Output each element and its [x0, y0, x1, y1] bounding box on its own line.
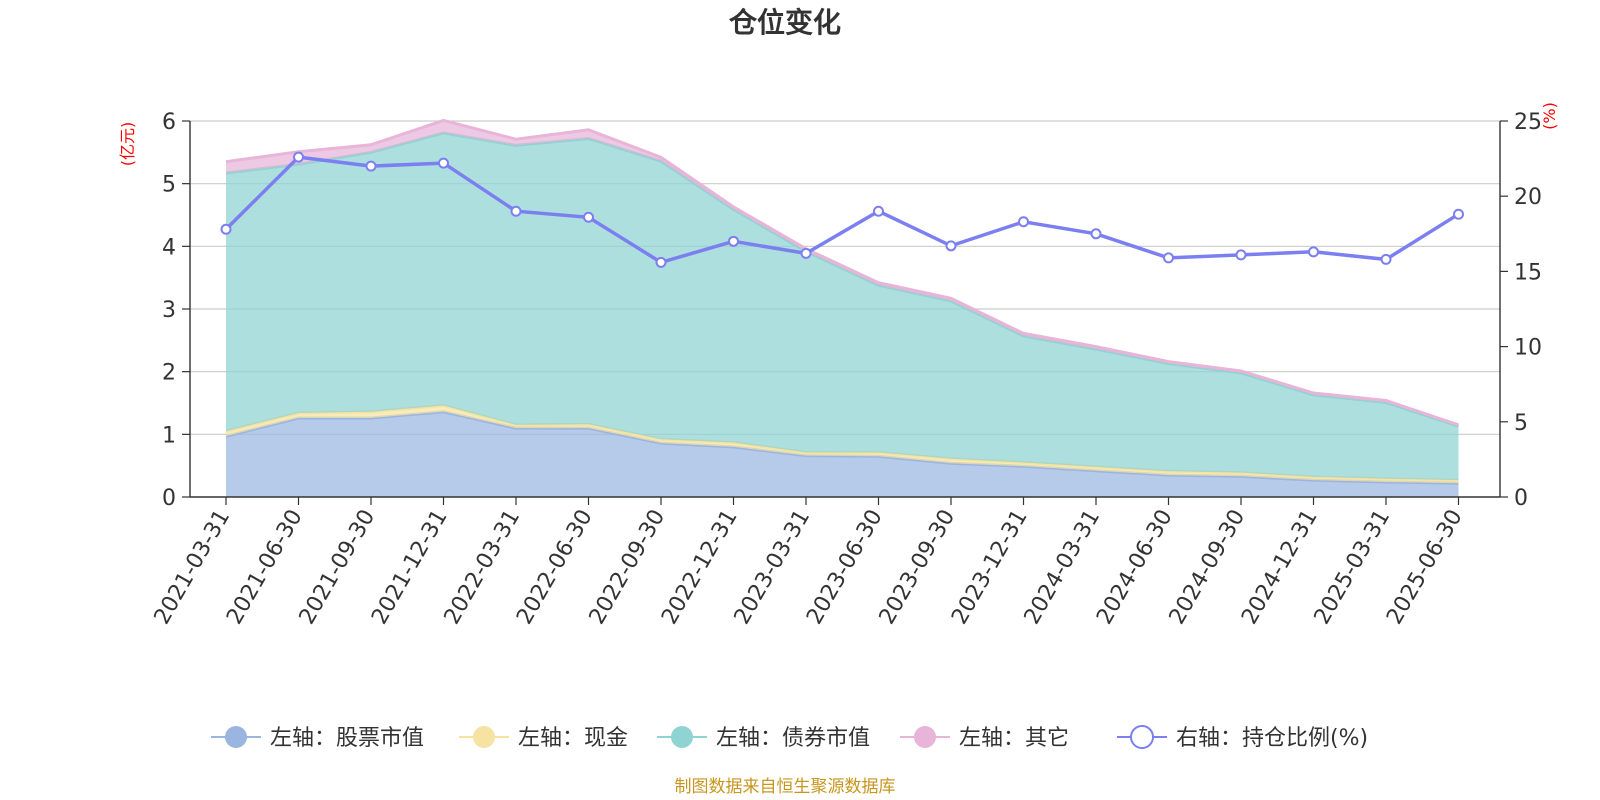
legend-label: 左轴：其它 [959, 726, 1069, 751]
right-axis-tick-label: 15 [1514, 260, 1542, 285]
x-axis-tick-label: 2022-09-30 [585, 506, 671, 629]
left-axis-unit: (亿元) [118, 122, 137, 167]
x-axis-tick-label: 2021-09-30 [295, 506, 381, 629]
legend-label: 右轴：持仓比例(%) [1176, 726, 1368, 751]
area-edge-左轴其它 [225, 118, 1459, 427]
legend-circle-icon [914, 726, 936, 748]
ratio-point [365, 160, 377, 172]
ratio-point [1018, 216, 1029, 228]
ratio-point [220, 223, 232, 235]
legend[interactable]: 左轴：股票市值 左轴：现金 左轴：债券市值 左轴：其它 右轴：持仓比例(%) [211, 725, 1368, 751]
x-axis-tick-label: 2025-03-31 [1310, 506, 1396, 629]
x-axis-tick-label: 2023-09-30 [875, 506, 961, 629]
ratio-point [728, 235, 739, 247]
legend-circle-icon [671, 726, 693, 748]
ratio-line [224, 155, 1460, 265]
stacked-areas [225, 118, 1459, 497]
x-axis-tick-label: 2024-06-30 [1092, 506, 1178, 629]
x-axis-tick-label: 2022-06-30 [512, 506, 598, 629]
ratio-line-layer [220, 151, 1464, 268]
x-axis-tick-label: 2021-12-31 [367, 506, 453, 629]
right-axis-tick-label: 25 [1514, 110, 1542, 135]
ratio-point [1163, 252, 1174, 264]
ratio-point [293, 151, 304, 163]
left-axis-tick-label: 4 [162, 235, 176, 260]
right-axis-tick-label: 0 [1514, 486, 1528, 511]
right-axis-tick-label: 10 [1514, 336, 1542, 361]
ratio-point [800, 247, 812, 259]
ratio-point [655, 256, 667, 268]
legend-item[interactable]: 左轴：债券市值 [657, 726, 870, 751]
legend-circle-icon [473, 726, 495, 748]
left-axis-tick-label: 6 [162, 110, 176, 135]
legend-hollow-circle-icon [1130, 725, 1154, 749]
x-axis-tick-label: 2023-06-30 [802, 506, 888, 629]
left-axis-tick-label: 1 [162, 423, 176, 448]
legend-item[interactable]: 左轴：其它 [900, 726, 1069, 751]
source-note: 制图数据来自恒生聚源数据库 [675, 777, 896, 797]
x-axis-tick-label: 2022-03-31 [440, 506, 526, 629]
x-axis-tick-label: 2022-12-31 [657, 506, 743, 629]
left-axis-tick-label: 5 [162, 173, 176, 198]
ratio-point [510, 205, 522, 217]
ratio-point [1380, 253, 1392, 265]
x-axis-tick-label: 2021-03-31 [150, 506, 236, 629]
x-axis-tick-label: 2023-12-31 [947, 506, 1033, 629]
legend-item[interactable]: 右轴：持仓比例(%) [1117, 725, 1368, 751]
ratio-point [438, 157, 449, 169]
ratio-point [945, 240, 957, 252]
left-axis-tick-label: 3 [162, 298, 176, 323]
ratio-point [1453, 208, 1464, 220]
x-axis-tick-label: 2021-06-30 [222, 506, 308, 629]
ratio-point [1308, 246, 1319, 258]
right-axis-unit: (%) [1540, 102, 1559, 130]
legend-item[interactable]: 左轴：现金 [459, 726, 628, 751]
ratio-point [1235, 249, 1247, 261]
right-axis-tick-label: 20 [1514, 185, 1542, 210]
legend-label: 左轴：债券市值 [716, 726, 870, 751]
x-axis-tick-label: 2023-03-31 [730, 506, 816, 629]
right-axis-tick-label: 5 [1514, 411, 1528, 436]
legend-circle-icon [225, 726, 247, 748]
area-左轴债券市值 [226, 132, 1459, 481]
chart-title: 仓位变化 [729, 6, 841, 39]
ratio-point [873, 205, 884, 217]
left-axis-tick-label: 2 [162, 361, 176, 386]
x-axis-tick-label: 2024-12-31 [1237, 506, 1323, 629]
x-axis-tick-label: 2025-06-30 [1382, 506, 1468, 629]
x-axis-tick-label: 2024-03-31 [1020, 506, 1106, 629]
area-左轴股票市值 [226, 411, 1459, 497]
legend-item[interactable]: 左轴：股票市值 [211, 726, 424, 751]
ratio-point [583, 211, 594, 223]
left-axis-tick-label: 0 [162, 486, 176, 511]
ratio-point [1090, 228, 1102, 240]
legend-label: 左轴：现金 [518, 726, 628, 751]
x-axis-tick-label: 2024-09-30 [1165, 506, 1251, 629]
legend-label: 左轴：股票市值 [270, 726, 424, 751]
